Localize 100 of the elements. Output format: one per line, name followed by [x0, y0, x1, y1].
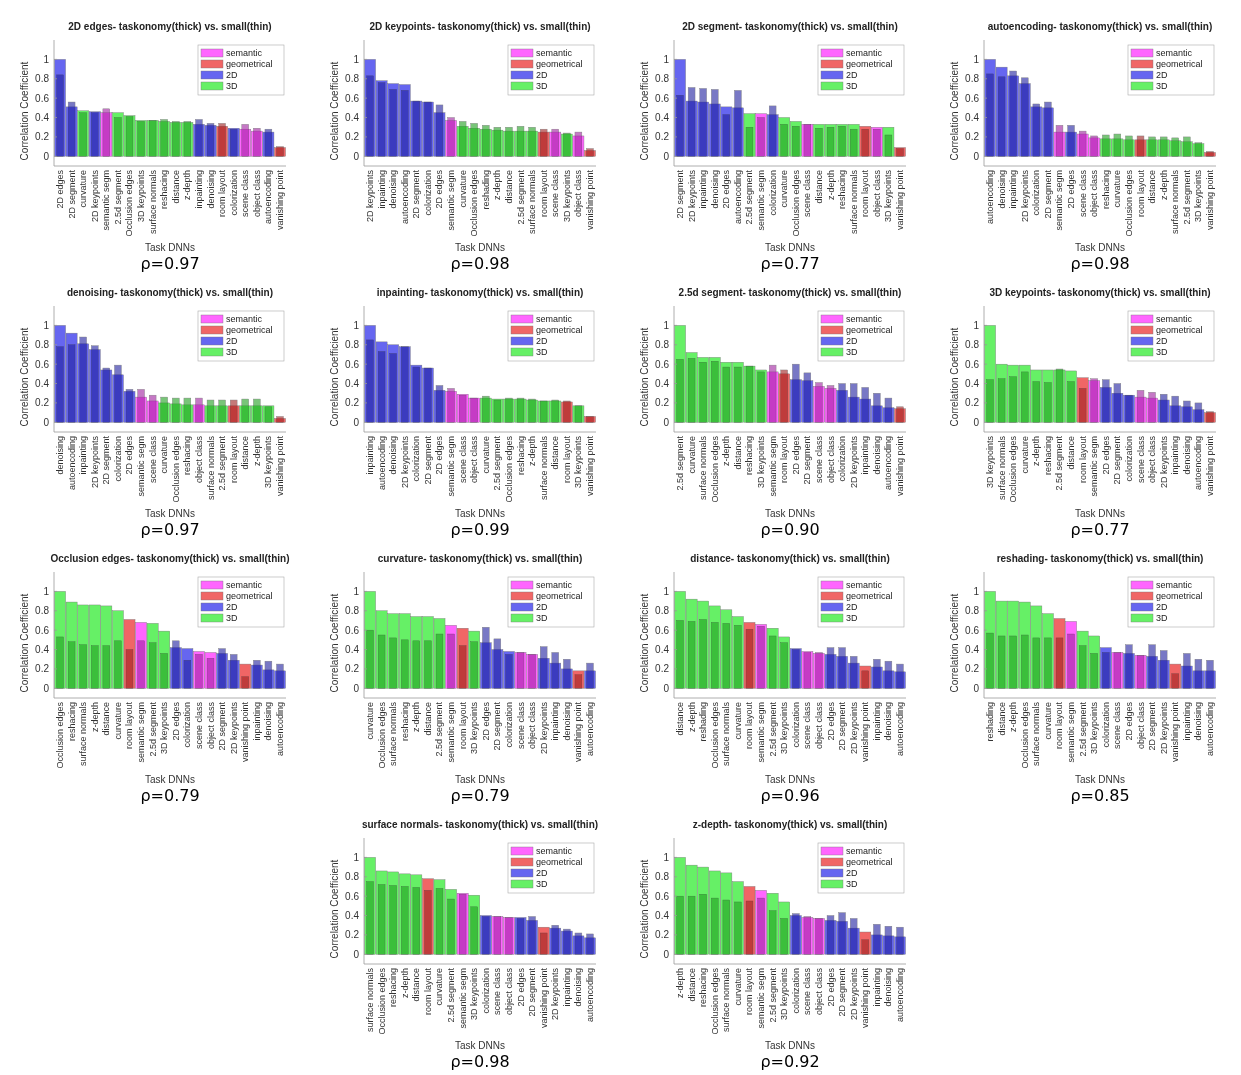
text: ρ=0.97 [140, 520, 200, 539]
y-tick-label: 0.4 [345, 378, 360, 390]
x-tick-label: surface normals [538, 435, 549, 501]
y-tick-label: 0 [353, 150, 360, 162]
x-tick-label: 3D keypoints [756, 435, 767, 489]
y-tick-label: 0.4 [345, 910, 360, 922]
y-tick-label: 0.8 [345, 339, 360, 351]
x-tick-label: object class [251, 169, 262, 218]
bar [276, 663, 284, 689]
bar [401, 639, 409, 689]
x-tick-label: object class [503, 967, 514, 1016]
bar [986, 632, 994, 689]
x-tick-label: denoising [1181, 436, 1192, 475]
text: ρ=0.99 [450, 520, 510, 539]
x-tick-label: curvature [686, 436, 697, 474]
y-tick-label: 1 [43, 319, 50, 331]
bar [711, 897, 719, 955]
bar [470, 906, 478, 955]
x-tick-label: object class [1089, 169, 1100, 218]
y-tick-label: 0.6 [345, 890, 360, 902]
x-tick-label: 2.5d segment [767, 701, 778, 757]
y-tick-label: 0.2 [345, 397, 360, 409]
x-tick-label: reshacing [698, 968, 709, 1008]
x-tick-label: object class [193, 435, 204, 484]
y-tick-label: 0 [663, 150, 670, 162]
bar [734, 625, 742, 689]
x-tick-label: Occlusion edges [709, 435, 720, 503]
bar [1102, 134, 1110, 157]
y-tick-label: 0.8 [965, 339, 980, 351]
legend-label: geometrical [536, 59, 583, 70]
legend-label: geometrical [846, 325, 893, 336]
bar [366, 629, 374, 689]
bar [195, 397, 203, 423]
text: ρ=0.90 [760, 520, 820, 539]
legend-label: 3D [1156, 347, 1169, 358]
bar [160, 396, 168, 423]
x-tick-label: surface normals [527, 169, 538, 235]
bar [435, 385, 444, 423]
x-tick-label: inpainting [1008, 170, 1019, 209]
y-tick-label: 0.8 [35, 73, 50, 85]
bar [1183, 400, 1191, 423]
x-tick-label: curvature [1042, 702, 1053, 740]
bar [1055, 637, 1064, 689]
x-tick-label: z-depth [1158, 170, 1169, 201]
bar [56, 636, 64, 689]
x-tick-label: inpainting [1170, 436, 1181, 475]
x-tick-label: autoencoding [584, 702, 595, 757]
x-tick-label: semantic segm [446, 170, 457, 231]
x-tick-label: 2.5d segment [147, 701, 158, 757]
x-tick-label: Occlusion edges [709, 701, 720, 769]
x-tick-label: scene class [515, 701, 526, 750]
bar [586, 933, 594, 955]
x-tick-label: autoencoding [1193, 436, 1204, 491]
x-tick-label: colorization [480, 968, 491, 1014]
x-tick-label: surface normals [698, 435, 709, 501]
x-tick-label: 2D keypoints [538, 701, 549, 755]
bar [377, 351, 386, 423]
bar [183, 660, 192, 689]
bar [67, 641, 76, 689]
bar [493, 638, 502, 689]
x-tick-label: denoising [871, 436, 882, 475]
y-tick-label: 0.6 [655, 624, 670, 636]
bar [803, 372, 812, 423]
x-tick-label: room layout [457, 701, 468, 750]
legend-label: 3D [846, 613, 859, 624]
x-tick-label: 2D edges [825, 701, 836, 741]
text: ρ=0.98 [450, 254, 510, 273]
x-tick-label: curvature [365, 702, 376, 740]
x-tick-label: object class [1135, 701, 1146, 750]
bar [1055, 125, 1064, 157]
x-tick-label: room layout [124, 701, 135, 750]
x-tick-label: distance [732, 436, 743, 470]
x-tick-label: distance [101, 702, 112, 736]
y-tick-label: 0 [973, 682, 980, 694]
x-tick-label: z-depth [89, 702, 100, 733]
x-tick-label: z-depth [492, 170, 503, 201]
x-tick-label: 2.5d segment [675, 435, 686, 491]
legend-label: 2D [536, 868, 549, 879]
x-tick-label: colorization [182, 702, 193, 748]
x-tick-label: Occlusion edges [170, 435, 181, 503]
x-tick-label: reshacing [515, 436, 526, 476]
legend-label: geometrical [226, 591, 273, 602]
bar [699, 88, 707, 157]
y-tick-label: 0.4 [35, 112, 50, 124]
y-tick-label: 0 [43, 150, 50, 162]
x-axis-title: Task DNNs [144, 508, 196, 519]
x-tick-label: autoencoding [263, 170, 274, 225]
text: ρ=0.98 [450, 1052, 510, 1071]
bar [389, 637, 397, 689]
legend-label: 2D [846, 336, 859, 347]
x-tick-label: scene class [802, 169, 813, 218]
y-tick-label: 0.8 [345, 73, 360, 85]
bar [687, 87, 696, 157]
x-tick-label: curvature [78, 170, 89, 208]
x-axis-title: Task DNNs [454, 242, 506, 253]
x-tick-label: 2D edges [721, 169, 732, 209]
x-tick-label: 2D segment [66, 169, 77, 219]
y-axis-title: Correlation Coefficient [329, 61, 340, 161]
y-axis-title: Correlation Coefficient [329, 593, 340, 693]
y-tick-label: 1 [663, 585, 670, 597]
